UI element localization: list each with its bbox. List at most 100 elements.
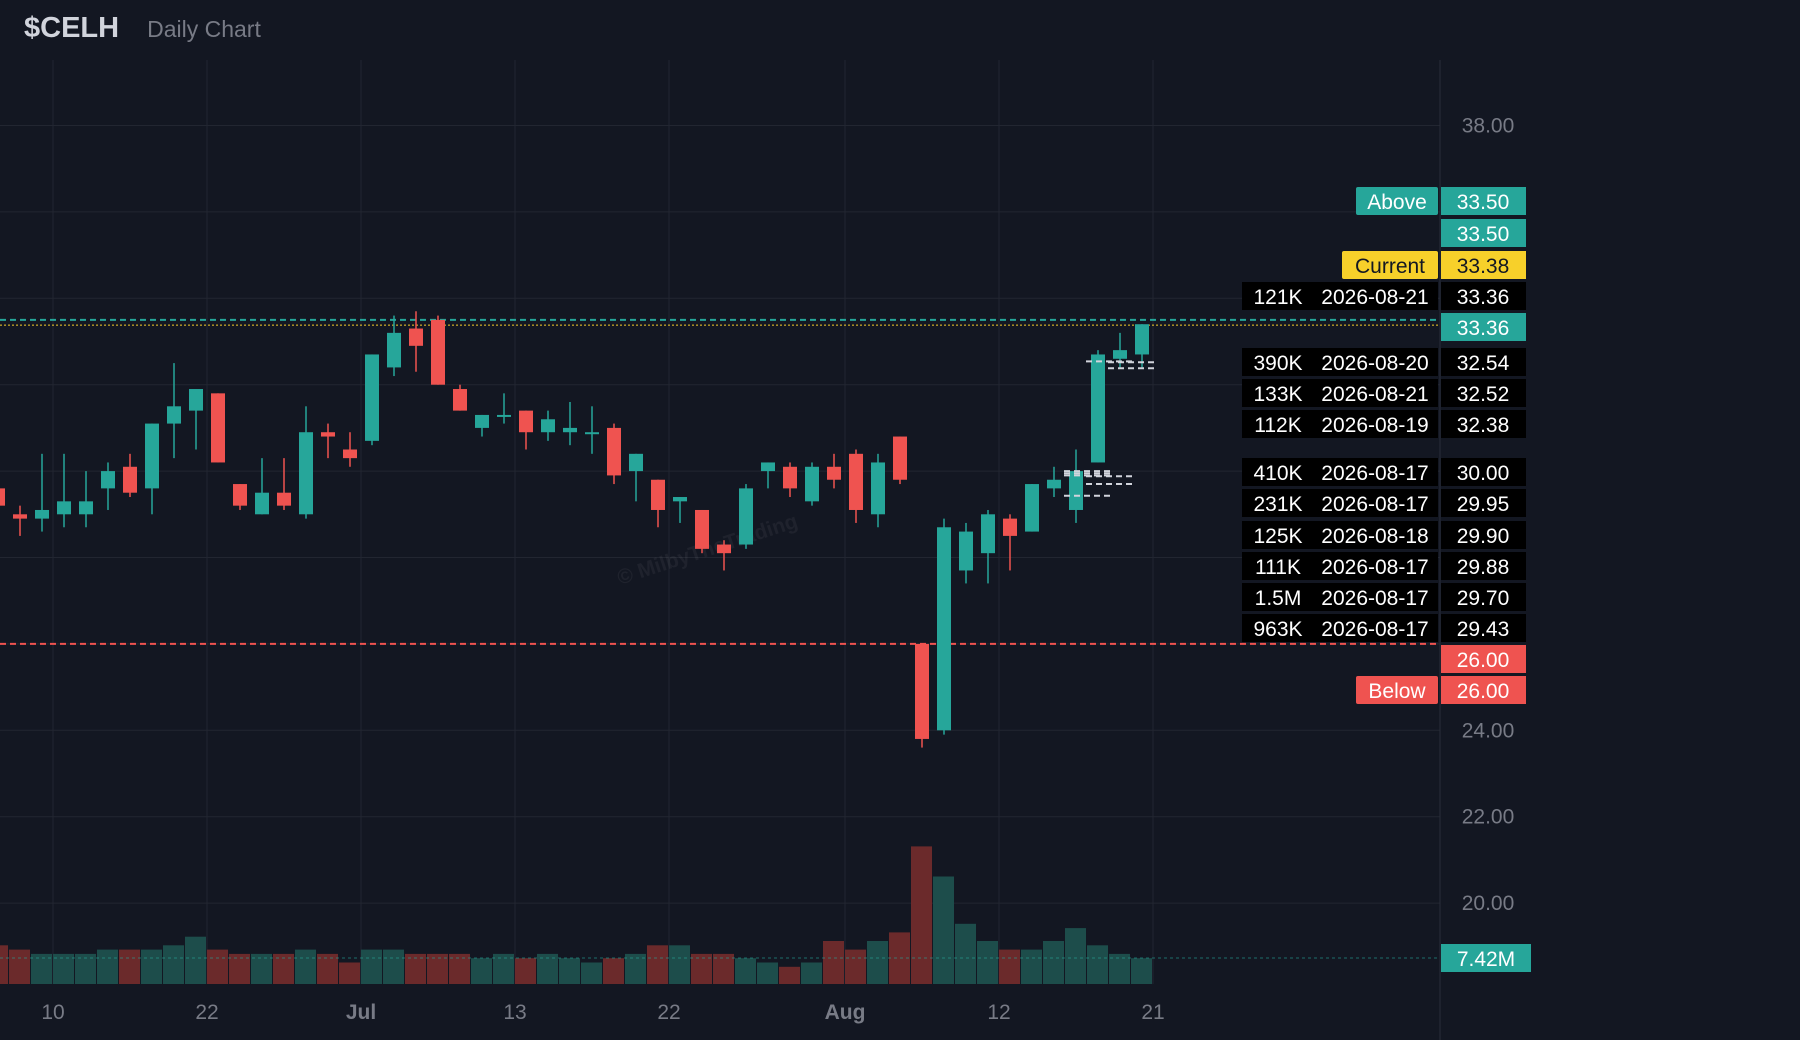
volume-bar bbox=[163, 945, 184, 984]
candle bbox=[673, 497, 687, 523]
level-price-above-bg bbox=[1441, 187, 1526, 215]
candle-body bbox=[35, 509, 49, 519]
volume-bar bbox=[97, 949, 118, 984]
candle-body bbox=[1047, 479, 1061, 489]
candle bbox=[607, 423, 621, 485]
block-trade-bg bbox=[1242, 410, 1438, 438]
block-trade-label: 231K 2026-08-17 29.95 bbox=[1242, 489, 1526, 517]
candle-body bbox=[387, 332, 401, 368]
candle bbox=[343, 432, 357, 467]
time-tick-label: 12 bbox=[987, 1001, 1010, 1024]
volume-bar bbox=[427, 953, 448, 984]
candle-body bbox=[101, 471, 115, 489]
volume-bar bbox=[295, 949, 316, 984]
candle-body bbox=[13, 514, 27, 519]
candle-body bbox=[409, 328, 423, 346]
block-trade-bg bbox=[1242, 348, 1438, 376]
candle-body bbox=[981, 514, 995, 554]
price-tick-label: 38.00 bbox=[1462, 115, 1515, 138]
block-trade-size: 963K bbox=[1253, 618, 1302, 641]
candle bbox=[1069, 449, 1083, 523]
block-trade-price-bg bbox=[1441, 458, 1526, 486]
block-trade-price-bg bbox=[1441, 489, 1526, 517]
candle bbox=[959, 522, 973, 584]
candle-body bbox=[1091, 354, 1105, 463]
block-trade-bg bbox=[1242, 379, 1438, 407]
time-tick-label: 10 bbox=[41, 1001, 64, 1024]
volume-bar bbox=[229, 953, 250, 984]
volume-bar bbox=[999, 949, 1020, 984]
candle bbox=[893, 436, 907, 485]
candle-body bbox=[1003, 518, 1017, 536]
candle-body bbox=[189, 389, 203, 411]
volume-bar bbox=[669, 945, 690, 984]
candle bbox=[35, 453, 49, 532]
block-trade-price: 32.54 bbox=[1457, 352, 1510, 375]
block-trade-date: 2026-08-21 bbox=[1321, 286, 1428, 309]
block-trade-date: 2026-08-21 bbox=[1321, 383, 1428, 406]
candle bbox=[717, 540, 731, 571]
price-tag-bg bbox=[1441, 313, 1526, 341]
candle bbox=[79, 471, 93, 528]
block-trade-price: 29.88 bbox=[1457, 556, 1510, 579]
candle-body bbox=[57, 501, 71, 515]
candle-body bbox=[255, 492, 269, 515]
grid bbox=[0, 60, 1440, 984]
block-trade-price: 32.52 bbox=[1457, 383, 1510, 406]
block-trade-label: 1.5M 2026-08-17 29.70 bbox=[1242, 583, 1526, 611]
block-trade-price-bg bbox=[1441, 614, 1526, 642]
volume-bar bbox=[581, 962, 602, 984]
candle-body bbox=[761, 462, 775, 472]
block-trade-size: 390K bbox=[1253, 352, 1302, 375]
volume-bar bbox=[845, 949, 866, 984]
block-trade-size: 133K bbox=[1253, 383, 1302, 406]
candle-body bbox=[0, 488, 5, 506]
volume-bar bbox=[9, 949, 30, 984]
candle bbox=[541, 410, 555, 441]
block-trade-size: 112K bbox=[1254, 414, 1302, 437]
block-trade-label: 390K 2026-08-20 32.54 bbox=[1242, 348, 1526, 376]
volume-bar bbox=[1087, 945, 1108, 984]
volume-bar bbox=[625, 953, 646, 984]
candle-body bbox=[959, 531, 973, 571]
volume-bar bbox=[779, 966, 800, 984]
level-price-below-bg bbox=[1441, 676, 1526, 704]
block-trade-price-bg bbox=[1441, 521, 1526, 549]
candle bbox=[1091, 350, 1105, 463]
block-trade-label: 133K 2026-08-21 32.52 bbox=[1242, 379, 1526, 407]
candle bbox=[651, 479, 665, 528]
block-trade-price: 30.00 bbox=[1457, 462, 1510, 485]
candle-body bbox=[1025, 484, 1039, 532]
volume-bar bbox=[735, 958, 756, 984]
candle-body bbox=[79, 501, 93, 515]
volume-bar bbox=[713, 953, 734, 984]
volume-bar bbox=[207, 949, 228, 984]
block-trade-price-bg bbox=[1441, 552, 1526, 580]
block-trade-bg bbox=[1242, 552, 1438, 580]
level-price-current: 33.38 bbox=[1457, 255, 1510, 278]
candle bbox=[805, 462, 819, 506]
block-trade-label: 410K 2026-08-17 30.00 bbox=[1242, 458, 1526, 486]
block-trade-bg bbox=[1242, 521, 1438, 549]
candle-body bbox=[475, 414, 489, 428]
price-tick-label: 20.00 bbox=[1462, 892, 1515, 915]
price-tick-label: 24.00 bbox=[1462, 719, 1515, 742]
candle-body bbox=[519, 410, 533, 433]
ticker-symbol: $CELH bbox=[24, 12, 120, 44]
candle bbox=[13, 505, 27, 536]
price-tag: 26.00 bbox=[1457, 649, 1510, 672]
time-tick-label: 22 bbox=[195, 1001, 218, 1024]
price-tag: 33.36 bbox=[1457, 317, 1510, 340]
candle bbox=[189, 389, 203, 450]
candle bbox=[827, 453, 841, 489]
candle-body bbox=[563, 427, 577, 433]
volume-bar bbox=[185, 936, 206, 984]
volume-bar bbox=[141, 949, 162, 984]
volume-bar bbox=[383, 949, 404, 984]
block-trade-size: 111K bbox=[1255, 556, 1301, 579]
candle-body bbox=[453, 389, 467, 411]
block-trade-label: 111K 2026-08-17 29.88 bbox=[1242, 552, 1526, 580]
block-trade-size: 231K bbox=[1253, 493, 1302, 516]
candle bbox=[849, 449, 863, 523]
